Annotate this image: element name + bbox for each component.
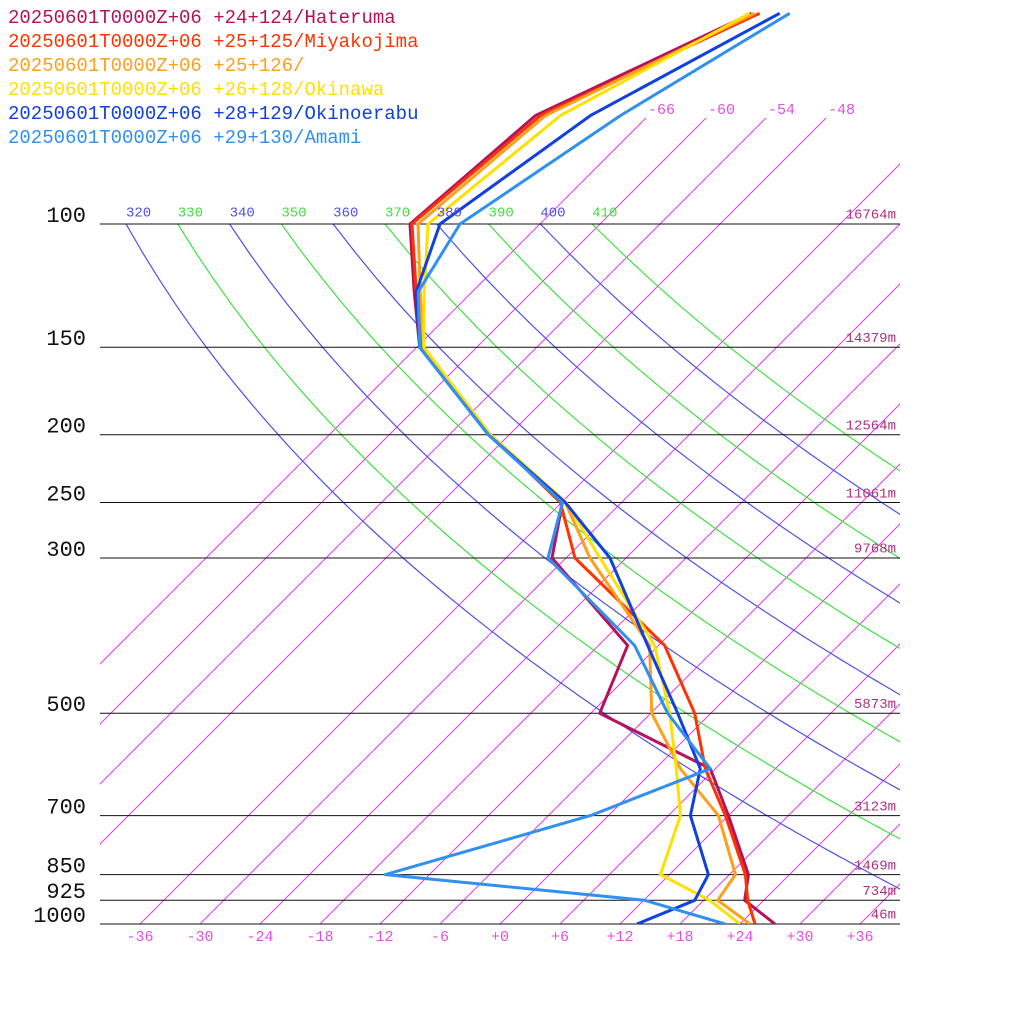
dry-adiabat <box>488 224 900 560</box>
x-tick-label: -36 <box>126 929 153 946</box>
theta-label: 330 <box>178 206 203 222</box>
x-tick-label: +6 <box>551 929 569 946</box>
height-label: 46m <box>871 908 896 924</box>
dry-adiabat <box>591 224 900 472</box>
isotherm <box>100 118 707 725</box>
isotherm <box>379 403 900 924</box>
height-label: 14379m <box>846 331 896 347</box>
y-tick-label: 250 <box>46 482 86 507</box>
legend-entry: 20250601T0000Z+06 +25+125/Miyakojima <box>8 31 418 53</box>
isotherm <box>259 283 900 924</box>
isotherm-label: -60 <box>708 102 735 119</box>
height-label: 734m <box>862 884 896 900</box>
labels: -36 -30 -24 -18 -12 -6 +0 +6 +12 +18 +24 +30 +36 -66 -… <box>8 7 896 946</box>
x-tick-label: +0 <box>491 929 509 946</box>
temperature-profile <box>422 11 751 924</box>
legend-entry: 20250601T0000Z+06 +26+128/Okinawa <box>8 79 384 101</box>
y-tick-label: 925 <box>46 880 86 905</box>
dry-adiabat <box>280 224 900 743</box>
y-tick-label: 1000 <box>33 904 86 929</box>
x-tick-label: +36 <box>846 929 873 946</box>
y-tick-label: 300 <box>46 538 86 563</box>
x-tick-label: -18 <box>306 929 333 946</box>
temperature-profile <box>408 11 776 924</box>
isotherm <box>319 343 900 924</box>
isotherm <box>439 463 900 924</box>
theta-label: 380 <box>437 206 462 222</box>
height-label: 11061m <box>846 486 896 502</box>
temperature-profile <box>414 11 781 924</box>
theta-label: 340 <box>230 206 255 222</box>
isotherm <box>100 118 767 785</box>
theta-label: 400 <box>540 206 565 222</box>
dry-adiabat <box>125 224 900 890</box>
temperature-profile <box>416 11 756 924</box>
pressure-grid <box>100 223 900 925</box>
theta-label: 320 <box>126 206 151 222</box>
legend-entry: 20250601T0000Z+06 +25+126/ <box>8 55 304 77</box>
x-tick-label: -30 <box>186 929 213 946</box>
height-label: 3123m <box>854 799 896 815</box>
theta-label: 410 <box>592 206 617 222</box>
isotherm <box>100 118 647 665</box>
legend-entry: 20250601T0000Z+06 +28+129/Okinoerabu <box>8 103 418 125</box>
theta-label: 350 <box>281 206 306 222</box>
y-tick-label: 700 <box>46 795 86 820</box>
temperature-profile <box>410 11 761 924</box>
x-tick-label: +30 <box>786 929 813 946</box>
height-label: 9768m <box>854 542 896 558</box>
isotherm <box>679 703 900 924</box>
isotherm <box>619 643 900 924</box>
isotherm <box>499 523 900 924</box>
isotherm <box>199 223 900 924</box>
height-label: 5873m <box>854 697 896 713</box>
temperature-profile <box>383 12 791 924</box>
x-tick-label: -24 <box>246 929 273 946</box>
x-tick-label: -6 <box>431 929 449 946</box>
x-tick-label: -12 <box>366 929 393 946</box>
profiles <box>383 11 791 924</box>
dry-adiabat <box>229 224 900 791</box>
isotherm-label: -66 <box>648 102 675 119</box>
x-tick-label: +24 <box>726 929 753 946</box>
legend-entry: 20250601T0000Z+06 +29+130/Amami <box>8 127 361 149</box>
y-tick-label: 100 <box>46 204 86 229</box>
height-label: 16764m <box>846 208 896 224</box>
y-tick-label: 500 <box>46 693 86 718</box>
isotherm <box>100 118 827 845</box>
theta-label: 360 <box>333 206 358 222</box>
theta-label: 370 <box>385 206 410 222</box>
x-tick-label: +12 <box>606 929 633 946</box>
dry-adiabat <box>384 224 900 650</box>
legend-entry: 20250601T0000Z+06 +24+124/Hateruma <box>8 7 396 29</box>
x-tick-label: +18 <box>666 929 693 946</box>
theta-label: 390 <box>489 206 514 222</box>
isotherm-label: -48 <box>828 102 855 119</box>
isotherm <box>139 163 900 924</box>
y-tick-label: 200 <box>46 415 86 440</box>
height-label: 1469m <box>854 858 896 874</box>
height-label: 12564m <box>846 418 896 434</box>
y-tick-label: 850 <box>46 854 86 879</box>
isotherm-label: -54 <box>768 102 795 119</box>
y-tick-label: 150 <box>46 327 86 352</box>
isotherm <box>739 763 900 924</box>
